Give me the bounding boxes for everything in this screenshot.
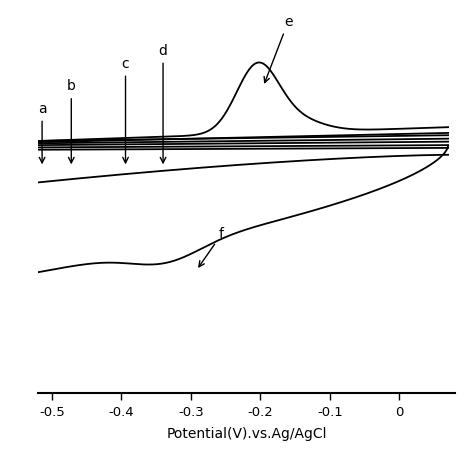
Text: a: a [38,101,46,163]
Text: c: c [122,56,129,163]
X-axis label: Potential(V).vs.Ag/AgCl: Potential(V).vs.Ag/AgCl [166,427,327,441]
Text: d: d [159,44,167,163]
Text: e: e [264,15,292,82]
Text: b: b [67,79,76,163]
Text: f: f [199,228,224,267]
